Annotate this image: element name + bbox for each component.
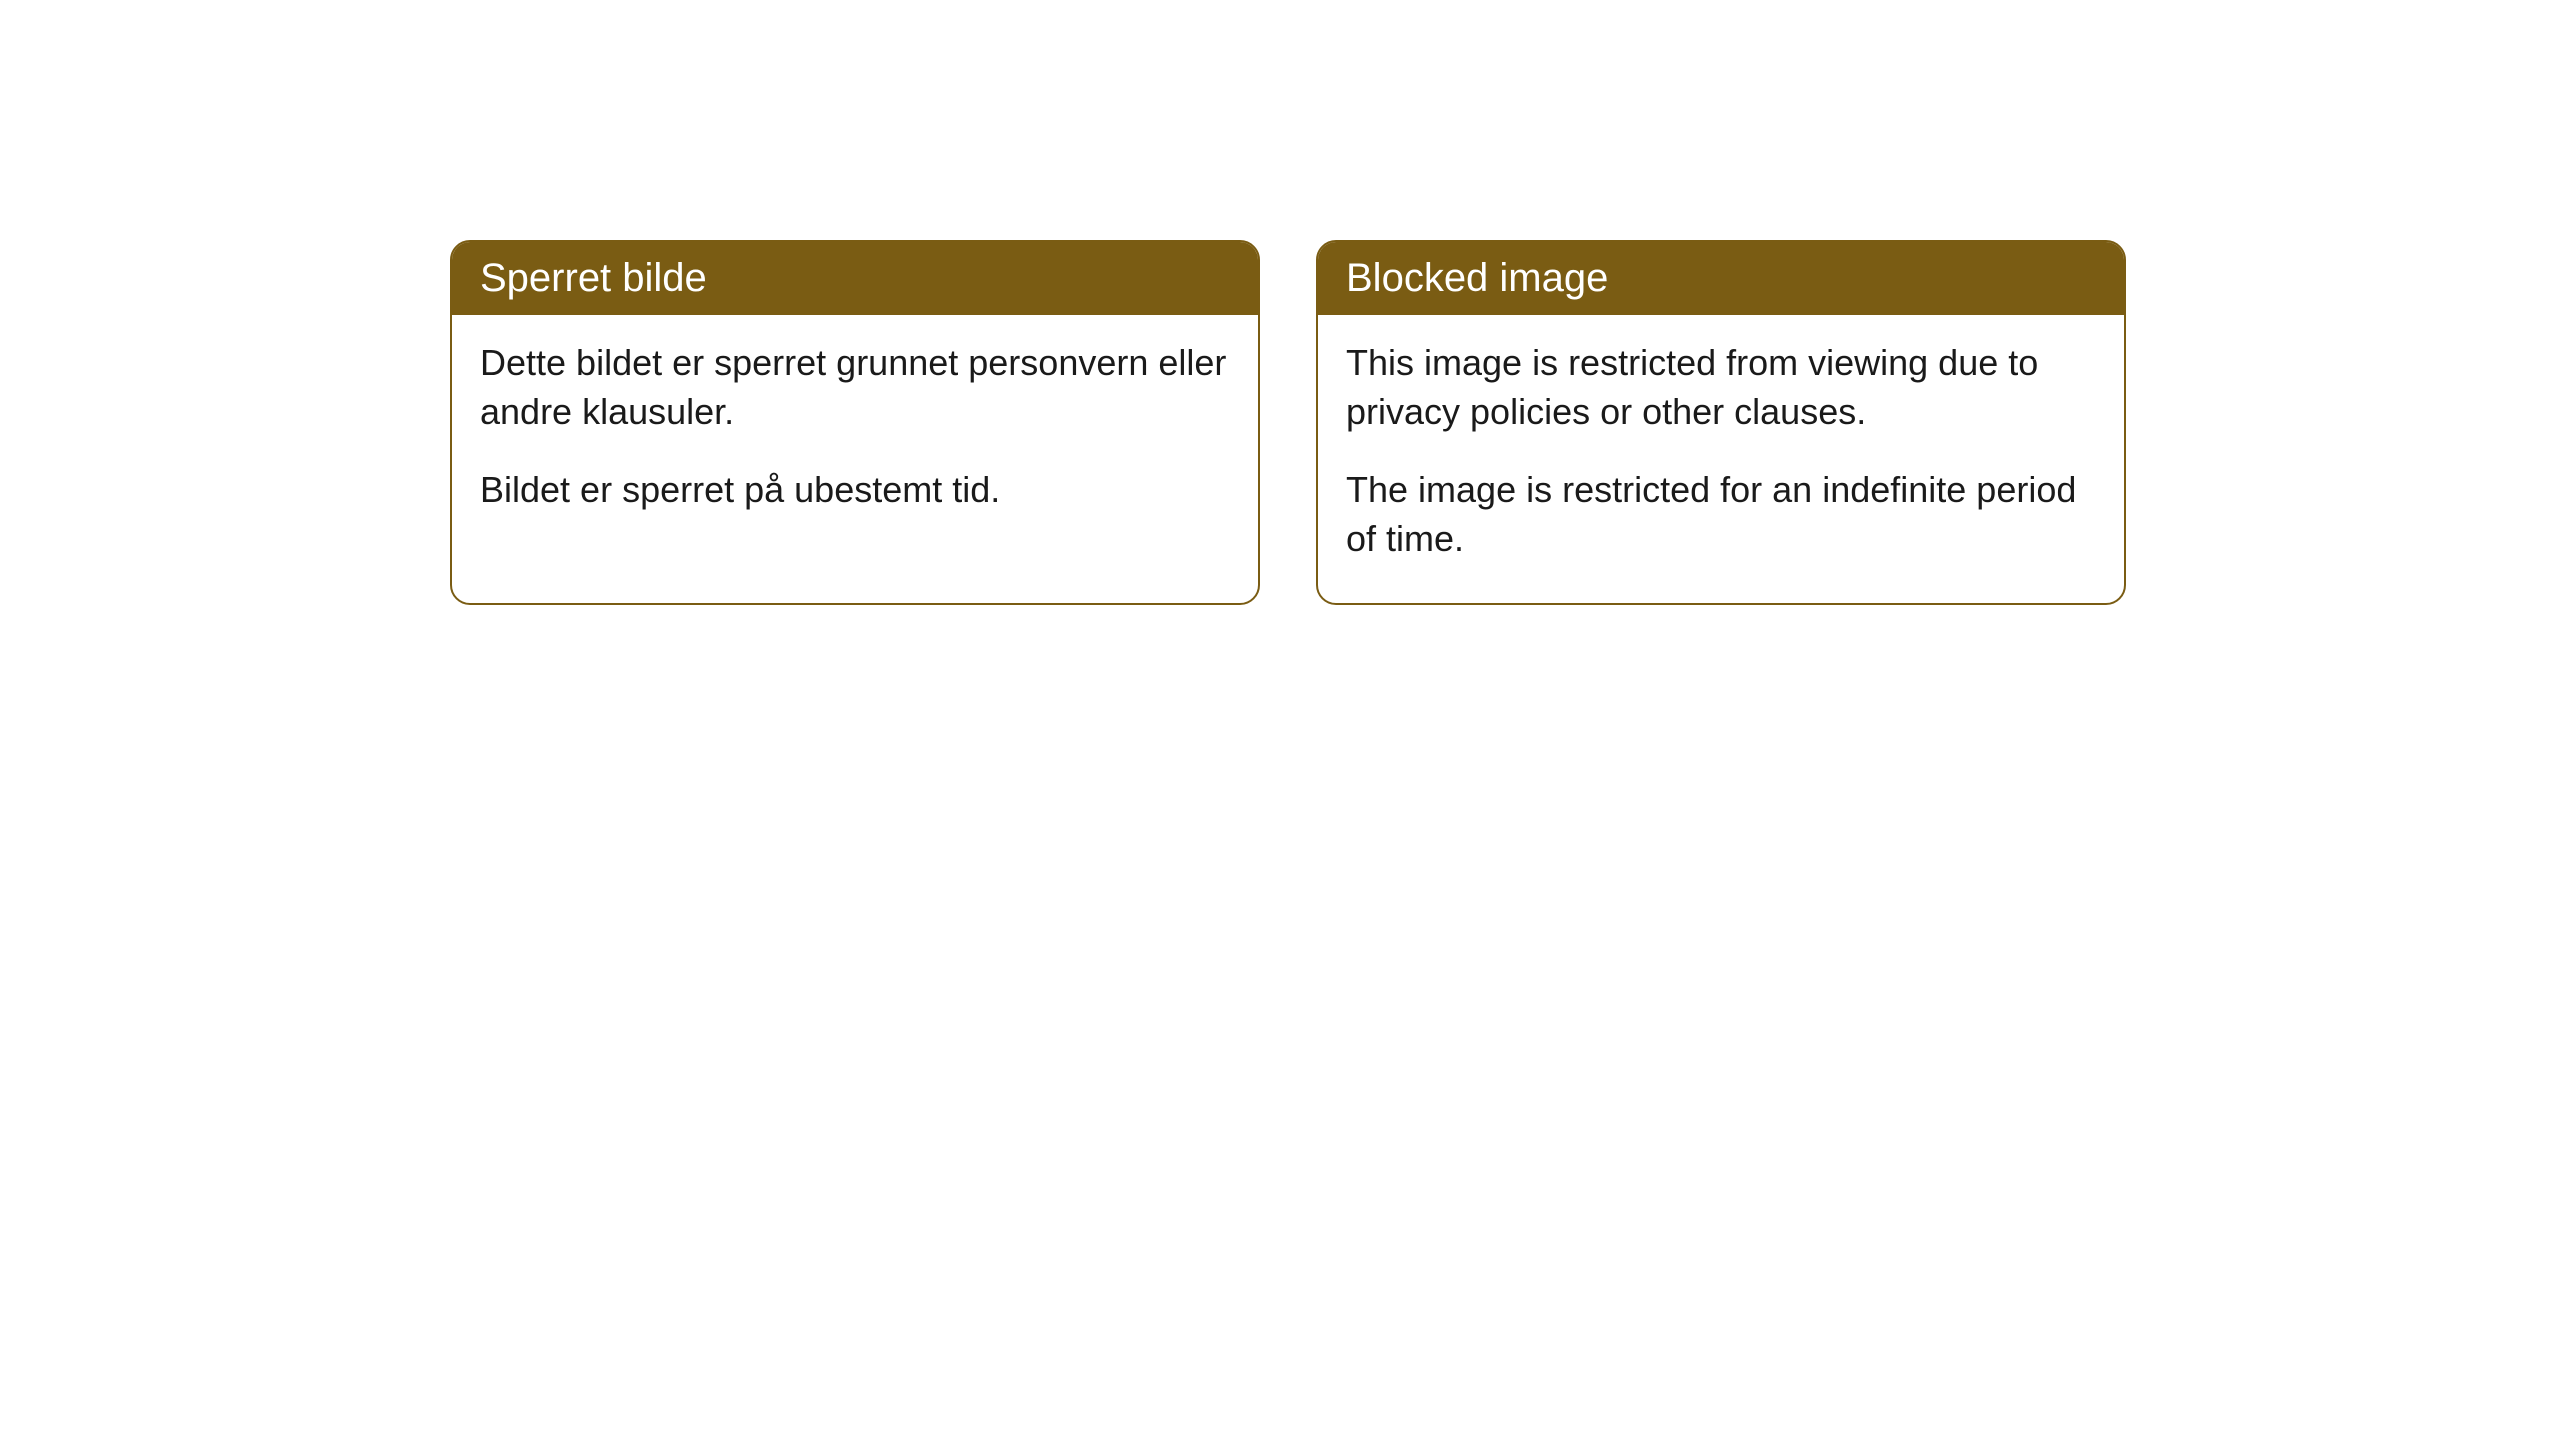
card-body: This image is restricted from viewing du… (1318, 315, 2124, 603)
card-header: Sperret bilde (452, 242, 1258, 315)
card-paragraph: Bildet er sperret på ubestemt tid. (480, 466, 1230, 515)
card-header: Blocked image (1318, 242, 2124, 315)
blocked-image-card-en: Blocked image This image is restricted f… (1316, 240, 2126, 605)
card-paragraph: The image is restricted for an indefinit… (1346, 466, 2096, 563)
card-paragraph: Dette bildet er sperret grunnet personve… (480, 339, 1230, 436)
card-paragraph: This image is restricted from viewing du… (1346, 339, 2096, 436)
blocked-image-card-no: Sperret bilde Dette bildet er sperret gr… (450, 240, 1260, 605)
cards-container: Sperret bilde Dette bildet er sperret gr… (450, 240, 2560, 605)
card-body: Dette bildet er sperret grunnet personve… (452, 315, 1258, 555)
